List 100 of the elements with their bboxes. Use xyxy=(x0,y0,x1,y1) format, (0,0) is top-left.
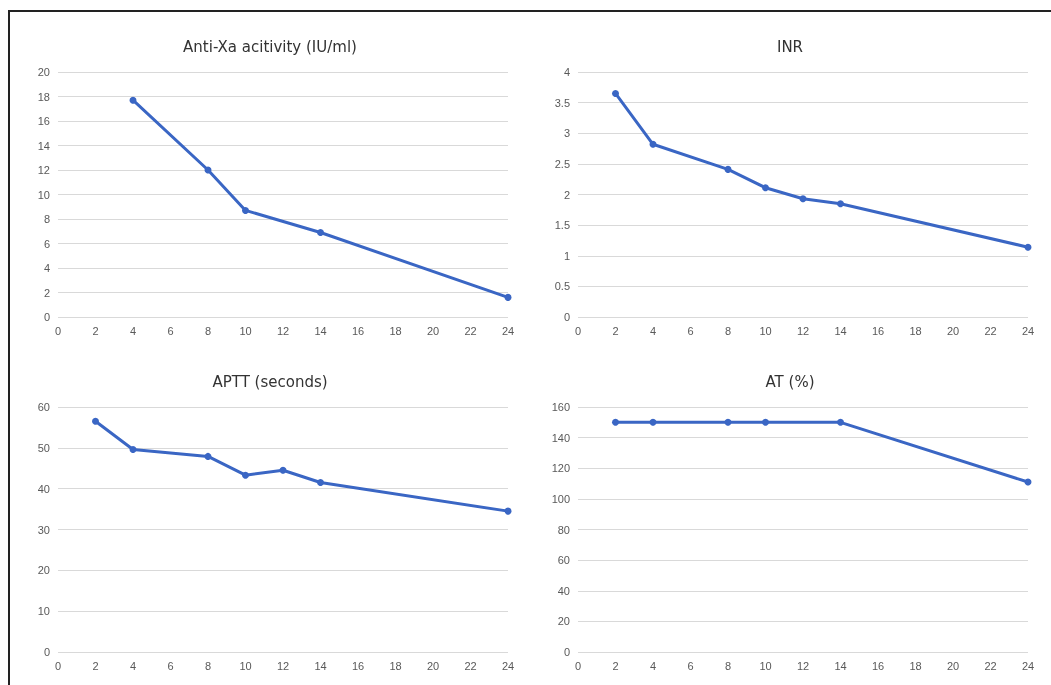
x-tick-label: 24 xyxy=(501,659,515,672)
chart-title: APTT (seconds) xyxy=(212,372,328,391)
x-tick-label: 12 xyxy=(796,659,810,672)
y-tick-label: 2.5 xyxy=(554,157,570,170)
x-tick-label: 24 xyxy=(501,324,515,337)
x-tick-label: 16 xyxy=(871,659,885,672)
x-tick-label: 10 xyxy=(759,659,772,672)
y-tick-label: 2 xyxy=(43,286,50,299)
y-tick-label: 100 xyxy=(551,492,570,505)
x-tick-label: 0 xyxy=(54,659,62,672)
y-tick-label: 50 xyxy=(37,441,50,454)
point xyxy=(242,471,249,479)
x-tick-label: 24 xyxy=(1021,324,1035,337)
x-tick-label: 20 xyxy=(946,659,960,672)
x-tick-label: 2 xyxy=(92,659,99,672)
point xyxy=(649,140,657,148)
y-tick-label: 40 xyxy=(37,482,50,495)
y-tick-label: 60 xyxy=(37,401,50,413)
y-tick-label: 60 xyxy=(557,554,570,567)
y-tick-label: 0.5 xyxy=(554,280,570,293)
x-tick-label: 16 xyxy=(351,659,365,672)
y-tick-label: 0 xyxy=(43,646,50,658)
y-tick-label: 10 xyxy=(37,188,50,201)
x-tick-label: 14 xyxy=(314,659,327,672)
x-tick-label: 0 xyxy=(54,324,62,337)
x-tick-label: 6 xyxy=(687,659,694,672)
x-tick-label: 2 xyxy=(612,659,619,672)
x-tick-label: 4 xyxy=(649,659,657,672)
y-tick-label: 0 xyxy=(563,646,570,658)
x-tick-label: 2 xyxy=(92,324,99,337)
y-tick-label: 40 xyxy=(557,584,570,597)
y-tick-label: 3.5 xyxy=(554,96,570,109)
chart-title: Anti-Xa acitivity (IU/ml) xyxy=(183,37,357,56)
y-tick-label: 3 xyxy=(563,127,570,140)
x-tick-label: 4 xyxy=(649,324,657,337)
x-tick-label: 18 xyxy=(389,324,402,337)
point xyxy=(762,184,769,192)
x-tick-label: 14 xyxy=(834,324,847,337)
x-tick-label: 16 xyxy=(871,324,885,337)
y-tick-label: 20 xyxy=(37,66,50,78)
y-tick-label: 140 xyxy=(551,431,570,444)
x-tick-label: 6 xyxy=(167,659,174,672)
x-tick-label: 8 xyxy=(204,324,212,337)
y-tick-label: 12 xyxy=(37,164,50,176)
x-tick-label: 14 xyxy=(834,659,847,672)
x-tick-label: 22 xyxy=(984,324,997,337)
x-tick-label: 8 xyxy=(724,659,732,672)
point xyxy=(129,445,137,453)
y-tick-label: 1.5 xyxy=(554,219,570,232)
y-tick-label: 8 xyxy=(43,213,50,225)
point xyxy=(317,228,324,236)
x-tick-label: 20 xyxy=(426,659,440,672)
x-tick-label: 6 xyxy=(167,324,174,337)
x-tick-label: 14 xyxy=(314,324,327,337)
x-tick-label: 12 xyxy=(276,659,290,672)
y-tick-label: 20 xyxy=(37,564,50,577)
x-tick-label: 10 xyxy=(759,324,772,337)
point xyxy=(317,479,324,487)
y-tick-label: 0 xyxy=(43,311,50,323)
y-tick-label: 10 xyxy=(37,605,50,618)
y-tick-label: 16 xyxy=(37,115,50,127)
x-tick-label: 22 xyxy=(464,324,477,337)
y-tick-label: 1 xyxy=(563,249,570,262)
y-tick-label: 2 xyxy=(563,188,570,201)
x-tick-label: 4 xyxy=(129,324,137,337)
x-tick-label: 0 xyxy=(574,659,582,672)
x-tick-label: 20 xyxy=(946,324,960,337)
x-tick-label: 2 xyxy=(612,324,619,337)
y-tick-label: 120 xyxy=(551,462,570,475)
x-tick-label: 24 xyxy=(1021,659,1035,672)
point xyxy=(92,417,99,425)
point xyxy=(204,452,212,460)
point xyxy=(724,165,732,173)
point xyxy=(612,89,619,97)
x-tick-label: 18 xyxy=(909,659,922,672)
y-tick-label: 4 xyxy=(43,262,50,274)
x-tick-label: 18 xyxy=(389,659,402,672)
x-tick-label: 12 xyxy=(276,324,290,337)
y-tick-label: 20 xyxy=(557,615,570,628)
point xyxy=(504,293,512,301)
y-tick-label: 4 xyxy=(563,66,570,78)
x-tick-label: 16 xyxy=(351,324,365,337)
x-tick-label: 20 xyxy=(426,324,440,337)
x-tick-label: 10 xyxy=(239,659,252,672)
x-tick-label: 8 xyxy=(724,324,732,337)
x-tick-label: 0 xyxy=(574,324,582,337)
x-tick-label: 22 xyxy=(464,659,477,672)
y-tick-label: 80 xyxy=(557,523,570,536)
point xyxy=(279,466,287,474)
y-tick-label: 0 xyxy=(563,311,570,323)
x-tick-label: 10 xyxy=(239,324,252,337)
x-tick-label: 12 xyxy=(796,324,810,337)
x-tick-label: 8 xyxy=(204,659,212,672)
chart-title: AT (%) xyxy=(765,372,815,391)
x-tick-label: 4 xyxy=(129,659,137,672)
point xyxy=(799,195,807,203)
chart-title: INR xyxy=(776,37,804,56)
x-tick-label: 6 xyxy=(687,324,694,337)
y-tick-label: 160 xyxy=(551,401,570,413)
y-tick-label: 6 xyxy=(43,237,50,250)
